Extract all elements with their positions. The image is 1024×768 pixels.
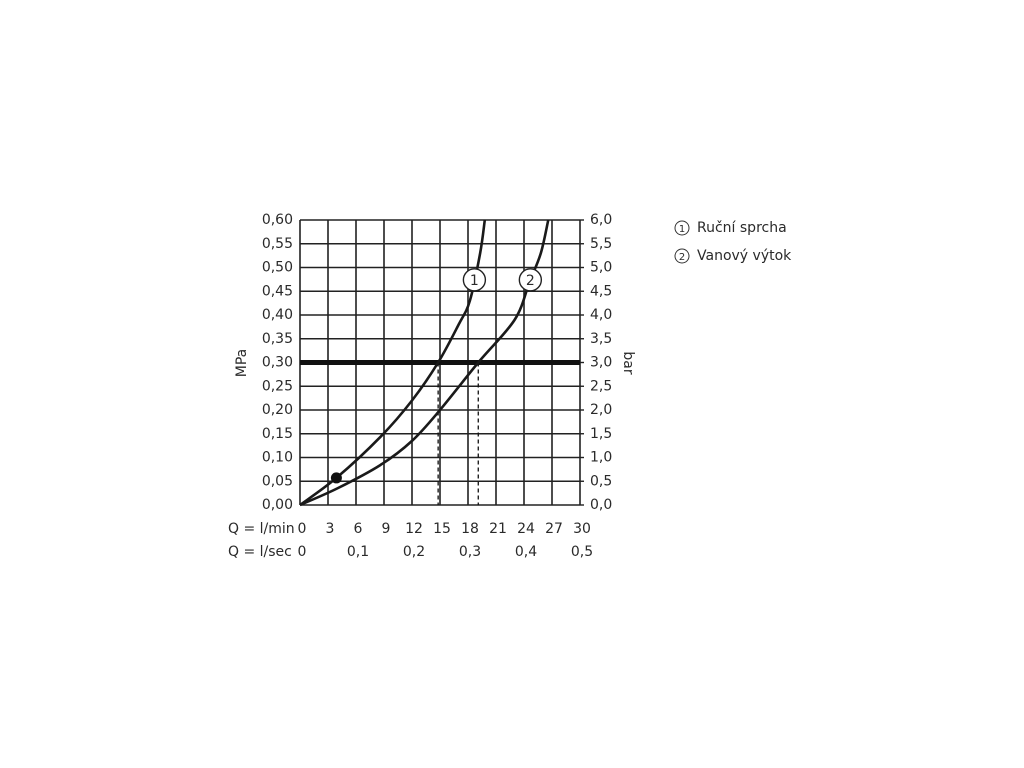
y-tick-label: 0,50 — [262, 260, 293, 276]
x-tick-label: 0 — [298, 521, 307, 537]
y2-tick-label: 1,0 — [590, 450, 612, 466]
curve-label-circle — [518, 268, 543, 292]
y2-tick-label: 4,0 — [590, 307, 612, 323]
y2-tick-label: 5,5 — [590, 236, 612, 252]
y2-tick-label: 2,5 — [590, 378, 612, 394]
y-tick-label: 0,45 — [262, 283, 293, 299]
legend-circle — [674, 220, 690, 236]
legend-circle — [674, 248, 690, 264]
marker-point — [330, 472, 342, 484]
x2-tick-label: 0,1 — [347, 544, 369, 560]
x-tick-label: 12 — [405, 521, 423, 537]
curve-label: 2 — [526, 273, 535, 289]
y2-tick-label: 3,0 — [590, 355, 612, 371]
x-tick-label: 6 — [354, 521, 363, 537]
x-tick-label: 15 — [433, 521, 451, 537]
y2-tick-label: 0,0 — [590, 497, 612, 513]
y-tick-label: 0,10 — [262, 450, 293, 466]
x2-tick-label: 0,3 — [459, 544, 481, 560]
y-tick-label: 0,20 — [262, 402, 293, 418]
y2-tick-label: 4,5 — [590, 283, 612, 299]
y2-tick-label: 1,5 — [590, 426, 612, 442]
x-tick-label: 18 — [461, 521, 479, 537]
y-tick-label: 0,40 — [262, 307, 293, 323]
y-tick-label: 0,25 — [262, 378, 293, 394]
curve-label-circle — [462, 268, 487, 292]
x-tick-label: 27 — [545, 521, 563, 537]
legend-label: Vanový výtok — [697, 248, 792, 264]
y2-tick-label: 0,5 — [590, 473, 612, 489]
x2-tick-label: 0,5 — [571, 544, 593, 560]
x2-tick-label: 0 — [298, 544, 307, 560]
x-tick-label: 21 — [489, 521, 507, 537]
series-line — [299, 219, 487, 507]
y-tick-label: 0,05 — [262, 473, 293, 489]
y2-tick-label: 6,0 — [590, 212, 612, 228]
x-tick-label: 30 — [573, 521, 591, 537]
x-tick-label: 9 — [382, 521, 391, 537]
y-axis-label: MPa — [234, 349, 250, 377]
y2-tick-label: 5,0 — [590, 260, 612, 276]
y-tick-label: 0,55 — [262, 236, 293, 252]
x2-axis-label: Q = l/sec — [228, 544, 292, 560]
y2-tick-label: 3,5 — [590, 331, 612, 347]
y-tick-label: 0,30 — [262, 355, 293, 371]
y-tick-label: 0,35 — [262, 331, 293, 347]
y2-axis-label: bar — [620, 351, 636, 374]
series-line — [299, 219, 550, 507]
legend-number: 1 — [679, 224, 685, 235]
y-tick-label: 0,00 — [262, 497, 293, 513]
y2-tick-label: 2,0 — [590, 402, 612, 418]
x-tick-label: 24 — [517, 521, 535, 537]
x2-tick-label: 0,4 — [515, 544, 537, 560]
curve-label: 1 — [470, 273, 479, 289]
legend-number: 2 — [679, 252, 685, 263]
y-tick-label: 0,15 — [262, 426, 293, 442]
y-tick-label: 0,60 — [262, 212, 293, 228]
x-tick-label: 3 — [326, 521, 335, 537]
x2-tick-label: 0,2 — [403, 544, 425, 560]
legend-label: Ruční sprcha — [697, 220, 787, 236]
x-axis-label: Q = l/min — [228, 521, 295, 537]
